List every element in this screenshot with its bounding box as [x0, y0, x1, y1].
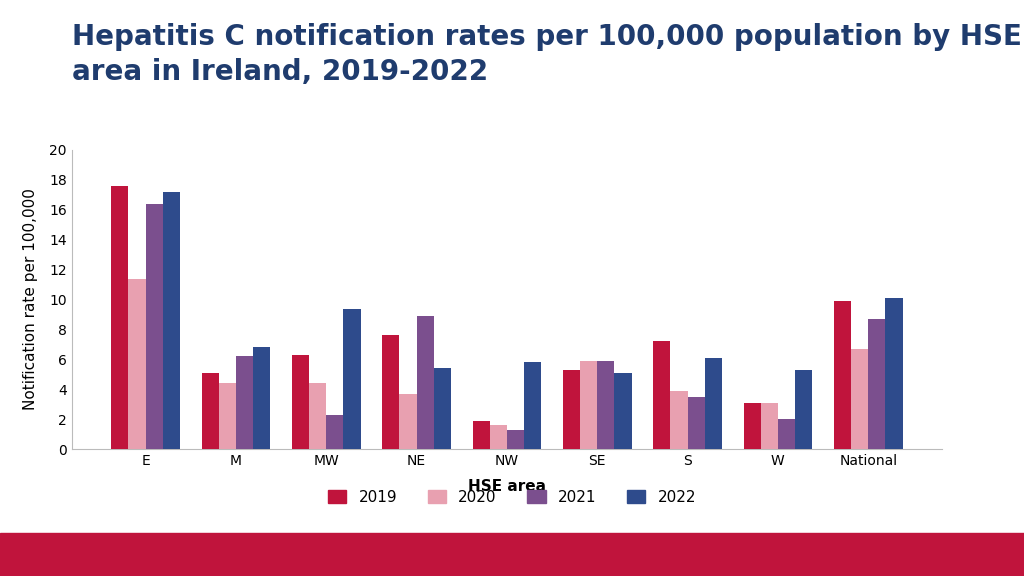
- Bar: [399, 394, 417, 449]
- Bar: [653, 342, 671, 449]
- Bar: [417, 316, 434, 449]
- Bar: [253, 347, 270, 449]
- Bar: [868, 319, 886, 449]
- Bar: [163, 192, 180, 449]
- Bar: [834, 301, 851, 449]
- Bar: [705, 358, 722, 449]
- Bar: [382, 335, 399, 449]
- Bar: [886, 298, 902, 449]
- Bar: [597, 361, 614, 449]
- Bar: [472, 421, 489, 449]
- Bar: [743, 403, 761, 449]
- Bar: [236, 357, 253, 449]
- Legend: 2019, 2020, 2021, 2022: 2019, 2020, 2021, 2022: [322, 483, 702, 511]
- Bar: [778, 419, 795, 449]
- X-axis label: HSE area: HSE area: [468, 479, 546, 494]
- Bar: [145, 204, 163, 449]
- Bar: [202, 373, 219, 449]
- Bar: [327, 415, 343, 449]
- Bar: [563, 370, 580, 449]
- Text: Hepatitis C notification rates per 100,000 population by HSE
area in Ireland, 20: Hepatitis C notification rates per 100,0…: [72, 23, 1022, 86]
- Bar: [343, 309, 360, 449]
- Bar: [128, 279, 145, 449]
- Bar: [489, 425, 507, 449]
- Y-axis label: Notification rate per 100,000: Notification rate per 100,000: [23, 188, 38, 411]
- Bar: [309, 384, 327, 449]
- Bar: [671, 391, 687, 449]
- Bar: [851, 349, 868, 449]
- Bar: [761, 403, 778, 449]
- Bar: [219, 384, 236, 449]
- Bar: [614, 373, 632, 449]
- Bar: [292, 355, 309, 449]
- Bar: [112, 185, 128, 449]
- Bar: [687, 397, 705, 449]
- Bar: [580, 361, 597, 449]
- Bar: [434, 369, 451, 449]
- Bar: [795, 370, 812, 449]
- Bar: [524, 362, 542, 449]
- Bar: [507, 430, 524, 449]
